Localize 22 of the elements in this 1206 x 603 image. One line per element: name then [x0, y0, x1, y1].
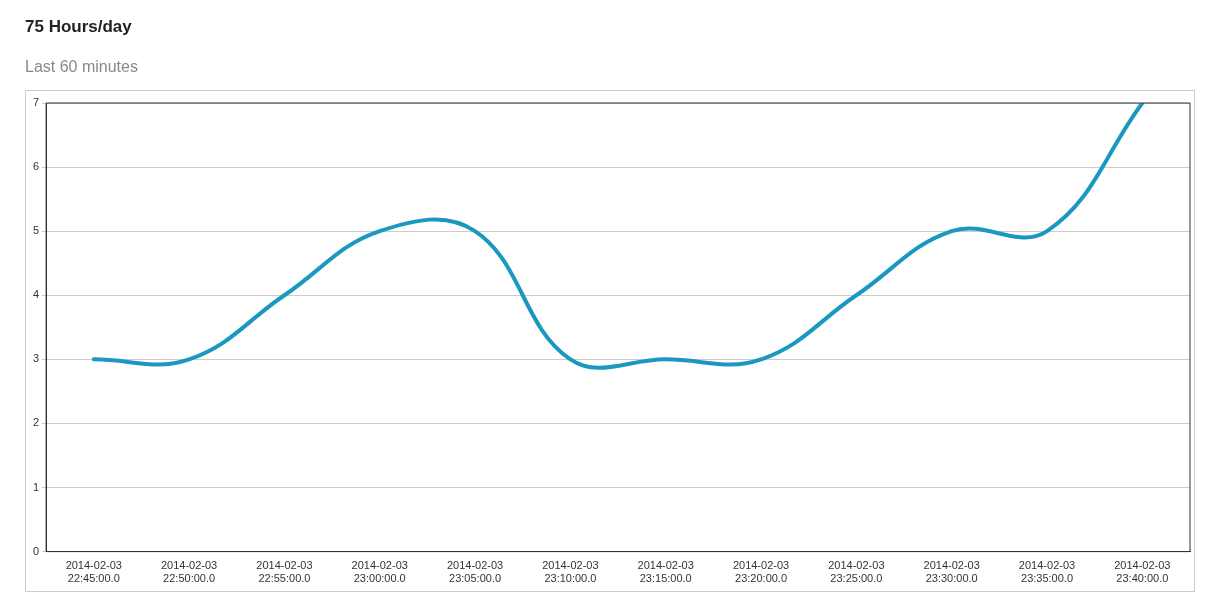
x-tick-label: 2014-02-03 23:15:00.0 — [637, 559, 694, 585]
y-tick-label: 7 — [32, 96, 40, 109]
chart-title: 75 Hours/day — [25, 17, 132, 37]
x-tick-label: 2014-02-03 23:25:00.0 — [828, 559, 885, 585]
x-tick-label: 2014-02-03 23:40:00.0 — [1114, 559, 1171, 585]
x-tick-label: 2014-02-03 22:55:00.0 — [256, 559, 313, 585]
y-tick-label: 1 — [32, 480, 40, 493]
y-tick-label: 5 — [32, 224, 40, 237]
x-tick-label: 2014-02-03 22:50:00.0 — [160, 559, 218, 585]
y-tick-label: 6 — [32, 160, 40, 173]
x-tick-label: 2014-02-03 23:20:00.0 — [732, 559, 790, 585]
y-tick-label: 2 — [32, 416, 40, 429]
x-tick-label: 2014-02-03 23:00:00.0 — [351, 559, 408, 585]
x-tick-label: 2014-02-03 23:30:00.0 — [923, 559, 980, 585]
x-tick-label: 2014-02-03 23:05:00.0 — [446, 559, 504, 585]
x-tick-label: 2014-02-03 22:45:00.0 — [65, 559, 122, 585]
y-tick-label: 3 — [32, 352, 40, 365]
chart-subtitle: Last 60 minutes — [25, 58, 138, 76]
x-tick-label: 2014-02-03 23:10:00.0 — [542, 559, 599, 585]
y-tick-label: 4 — [32, 288, 40, 301]
y-tick-label: 0 — [32, 544, 40, 557]
x-tick-label: 2014-02-03 23:35:00.0 — [1018, 559, 1076, 585]
